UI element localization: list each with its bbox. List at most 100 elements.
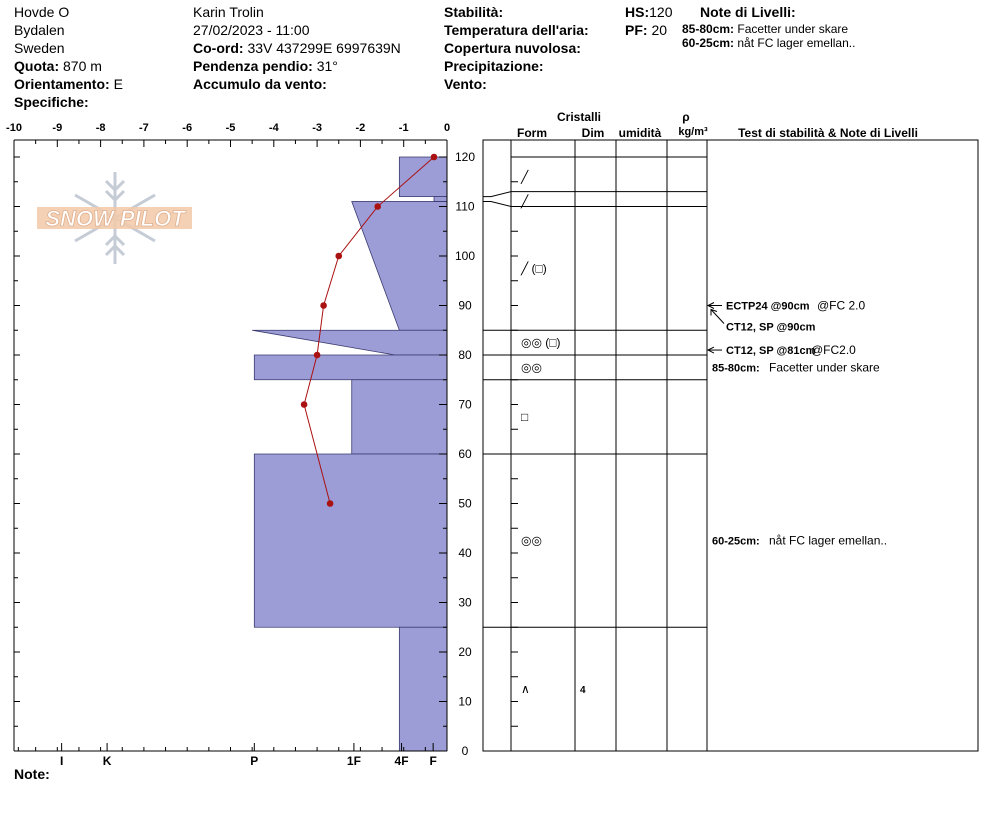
pf-row: PF: 20	[625, 21, 672, 39]
air-temp-label: Temperatura dell'aria:	[444, 22, 589, 38]
moisture-header: umidità	[619, 126, 662, 140]
slope: Pendenza pendio: 31°	[193, 57, 401, 75]
quota-value: 870 m	[63, 58, 102, 74]
crystal-form: ╱	[520, 194, 529, 209]
temp-tick-label: -7	[139, 122, 149, 134]
temperature-point	[320, 302, 327, 309]
temp-tick-label: -2	[356, 122, 366, 134]
crystal-form: □	[521, 410, 528, 424]
crystal-grid	[482, 139, 979, 752]
temperature-point	[374, 203, 382, 210]
grid-frame	[482, 139, 979, 752]
site-name: Hovde O	[14, 4, 70, 20]
pf-label: PF:	[625, 22, 648, 38]
crystal-form: ∧	[521, 682, 530, 696]
crystal-size: 4	[580, 685, 586, 696]
stability-test-code: CT12, SP @90cm	[726, 322, 816, 334]
stability-test-code: ECTP24 @90cm	[726, 301, 810, 313]
test-arrow-head	[706, 302, 715, 309]
crystal-form: ◎◎ (□)	[521, 336, 561, 350]
stability-test-detail: @FC2.0	[811, 343, 856, 357]
hardness-label: K	[103, 754, 112, 768]
temperature-point	[313, 351, 321, 359]
tests-header: Test di stabilità & Note di Livelli	[738, 126, 918, 140]
temp-tick-label: -5	[226, 122, 236, 134]
depth-tick-label: 110	[455, 200, 474, 214]
region-name: Bydalen	[14, 22, 65, 38]
coordinates: Co-ord: 33V 437299E 6997639N	[193, 39, 401, 57]
test-arrow-line	[710, 309, 725, 324]
layer-note-text: Facetter under skare	[737, 22, 849, 36]
temperature-point	[326, 500, 334, 507]
orientation-label: Orientamento:	[14, 76, 110, 92]
crystals-header: Cristalli	[557, 110, 601, 124]
temperature-point	[335, 252, 343, 260]
depth-tick-label: 40	[458, 546, 472, 560]
layer-note-range: 85-80cm:	[712, 362, 760, 374]
hardness-label: 4F	[395, 754, 409, 768]
specifics-label: Specifiche:	[14, 94, 89, 110]
crystal-form: ◎◎	[521, 534, 542, 548]
quota-label: Quota:	[14, 58, 60, 74]
temp-tick-label: -1	[399, 122, 409, 134]
density-unit: kg/m³	[678, 126, 708, 138]
observer-name: Karin Trolin	[193, 4, 264, 20]
slope-value: 31°	[316, 58, 338, 74]
temp-tick-label: -6	[182, 122, 192, 134]
depth-tick-label: 60	[458, 447, 472, 461]
orientation-value: E	[113, 76, 123, 92]
stability-label: Stabilità:	[444, 4, 504, 20]
temperature-point	[430, 153, 438, 161]
hardness-layer	[398, 156, 448, 198]
coord-value: 33V 437299E 6997639N	[247, 40, 401, 56]
specifics: Specifiche:	[14, 93, 123, 111]
depth-tick-label: 90	[458, 299, 472, 313]
snow-depth-info: HS:120 PF: 20	[625, 3, 672, 39]
wind-loading-label: Accumulo da vento:	[193, 76, 327, 92]
layer-notes-title: Note di Livelli:	[700, 4, 796, 20]
stability-test-detail: @FC 2.0	[817, 299, 866, 313]
temp-tick-label: -9	[52, 122, 62, 134]
hardness-label: P	[250, 754, 258, 768]
temp-tick-label: 0	[444, 122, 450, 134]
hardness-label: F	[429, 754, 436, 768]
hardness-layer	[253, 453, 448, 628]
axes	[13, 139, 448, 752]
pf-value: 20	[651, 22, 668, 38]
size-header: Dim	[582, 126, 605, 140]
hardness-layer	[253, 354, 448, 381]
orientation: Orientamento: E	[14, 75, 123, 93]
temperature-point	[300, 401, 308, 408]
hardness-layer	[433, 196, 448, 202]
weather-info: Stabilità: Temperatura dell'aria: Copert…	[444, 3, 589, 93]
depth-tick-label: 30	[458, 596, 472, 610]
country-name: Sweden	[14, 40, 65, 56]
layer-connector	[483, 191, 512, 198]
layer-note-range: 85-80cm:	[682, 22, 735, 36]
layer-notes-header: Note di Livelli:	[700, 3, 796, 21]
observation-info: Karin Trolin 27/02/2023 - 11:00 Co-ord: …	[193, 3, 401, 93]
note-label: Note:	[14, 766, 50, 782]
hardness-label: 1F	[347, 754, 361, 768]
layer-note-range: 60-25cm:	[712, 536, 760, 548]
crystal-form: ◎◎	[521, 360, 542, 374]
logo-band	[37, 207, 192, 229]
cloud-cover-label: Copertura nuvolosa:	[444, 40, 581, 56]
depth-tick-label: 70	[458, 398, 472, 412]
layer-connector	[483, 201, 512, 207]
layer-note-text: nåt FC lager emellan..	[769, 534, 887, 548]
test-arrow-head	[710, 308, 718, 316]
hardness-layer	[398, 626, 448, 752]
elevation: Quota: 870 m	[14, 57, 123, 75]
snowpilot-logo: SNOW PILOT	[37, 172, 192, 264]
hardness-label: I	[60, 754, 63, 768]
crystal-form: ╱ (□)	[520, 260, 547, 275]
layer-note-text: nåt FC lager emellan..	[737, 36, 856, 50]
depth-tick-label: 80	[458, 348, 472, 362]
depth-tick-label: 0	[462, 744, 469, 758]
layer-note-range: 60-25cm:	[682, 36, 735, 50]
layer-note: 85-80cm: Facetter under skare	[682, 22, 855, 36]
site-info: Hovde O Bydalen Sweden Quota: 870 m Orie…	[14, 3, 123, 111]
density-symbol: ρ	[682, 110, 689, 124]
